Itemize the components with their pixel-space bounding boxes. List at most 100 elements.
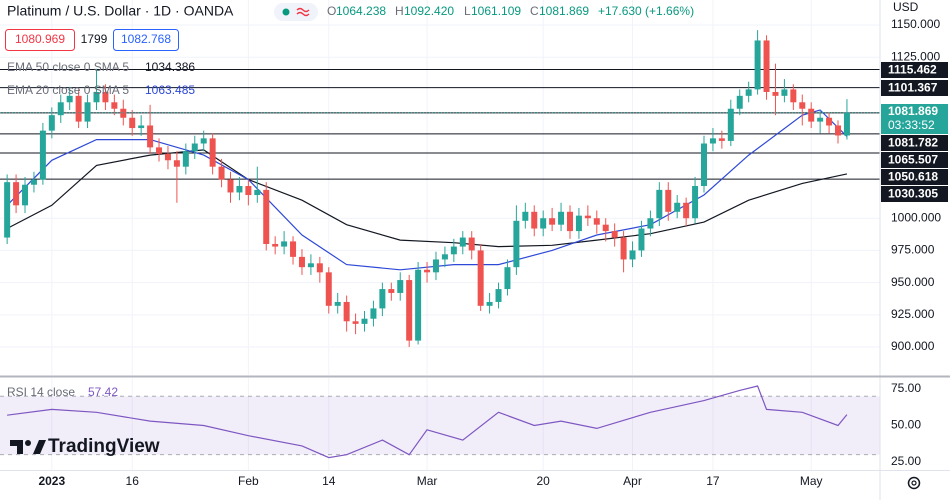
legend-key: H — [395, 4, 404, 18]
candle-body — [602, 224, 609, 232]
candle-body — [173, 160, 180, 167]
legend-value: 1064.238 — [336, 4, 386, 18]
y-tick-label: 900.000 — [891, 339, 935, 353]
candle-body — [236, 186, 243, 193]
candle-body — [147, 125, 154, 148]
brand-logo — [10, 440, 46, 454]
candle-body — [343, 301, 350, 322]
y-tick-label: 950.000 — [891, 275, 935, 289]
level-label: 1115.462 — [888, 63, 937, 77]
rsi-value: 57.42 — [88, 385, 118, 399]
candle-body — [522, 211, 529, 221]
candle-body — [504, 267, 511, 290]
candle-body — [432, 259, 439, 273]
candle-body — [298, 256, 305, 268]
level-label: 1101.367 — [888, 81, 938, 95]
y-tick-label: 1125.000 — [891, 49, 940, 63]
rsi-name: RSI 14 close — [7, 385, 75, 399]
candle-body — [441, 254, 448, 260]
legend-key: L — [464, 4, 471, 18]
spread: 1799 — [81, 32, 108, 46]
candle-body — [424, 269, 431, 273]
x-tick-label: 14 — [322, 474, 336, 488]
last-price-label: 1081.869 — [888, 104, 938, 118]
y-tick-label: 1000.000 — [891, 210, 941, 224]
candle-body — [370, 308, 377, 319]
level-label-box — [881, 152, 948, 168]
candle-body — [701, 143, 707, 187]
x-tick-label: 2023 — [38, 474, 65, 488]
level-label: 1065.507 — [888, 153, 938, 167]
candle-body — [835, 125, 842, 136]
countdown-label: 03:33:52 — [888, 118, 935, 132]
candle-body — [245, 186, 252, 196]
candle-body — [388, 289, 395, 293]
x-tick-label: May — [800, 474, 823, 488]
candle-body — [209, 138, 216, 167]
brand-name: TradingView — [48, 436, 160, 457]
x-tick-label: 16 — [126, 474, 140, 488]
candle-body — [66, 95, 73, 103]
level-label: 1030.305 — [888, 187, 938, 201]
ema-line — [6, 149, 848, 248]
indicator-name: EMA 50 close 0 SMA 5 — [7, 60, 129, 74]
rsi-tick-label: 25.00 — [891, 454, 921, 468]
candle-body — [361, 318, 368, 324]
ask-price: 1082.768 — [121, 32, 171, 46]
candle-body — [254, 189, 261, 196]
candle-body — [647, 218, 654, 229]
candle-body — [307, 263, 314, 268]
candle-body — [129, 117, 136, 129]
candle-body — [325, 272, 332, 306]
candle-body — [200, 138, 207, 144]
y-tick-label: 975.000 — [891, 243, 935, 257]
candle-body — [263, 189, 270, 244]
candle-body — [290, 241, 297, 257]
candle-body — [84, 102, 91, 122]
candle-body — [638, 228, 645, 251]
candle-body — [334, 301, 341, 306]
candle-body — [468, 237, 475, 251]
candle-body — [683, 202, 690, 219]
candle-body — [227, 179, 234, 193]
candle-body — [164, 153, 171, 161]
x-tick-label: Apr — [623, 474, 642, 488]
candle-body — [477, 250, 484, 306]
candle-body — [763, 40, 770, 92]
ask-box[interactable] — [113, 29, 179, 51]
x-tick-label: 20 — [537, 474, 551, 488]
currency-label: USD — [893, 0, 919, 14]
candle-body — [48, 115, 55, 131]
candle-body — [772, 91, 779, 96]
bid-box[interactable] — [5, 29, 75, 51]
settings-icon[interactable] — [907, 476, 921, 490]
candle-body — [558, 211, 565, 225]
header: Platinum / U.S. Dollar · 1D · OANDA O 10… — [5, 0, 921, 490]
candle-body — [629, 250, 636, 260]
candle-body — [540, 218, 547, 229]
candle-body — [566, 211, 573, 232]
candle-body — [709, 138, 716, 144]
y-tick-label: 925.000 — [891, 307, 935, 321]
level-label: 1081.782 — [888, 136, 938, 150]
candle-body — [826, 117, 833, 126]
candle-body — [191, 143, 198, 152]
candle-body — [790, 89, 797, 103]
level-label-box — [881, 135, 948, 151]
candle-body — [611, 231, 618, 238]
candle-body — [352, 321, 359, 324]
candle-body — [450, 246, 457, 255]
candle-body — [531, 211, 538, 229]
candle-body — [575, 215, 582, 232]
candle-body — [754, 40, 761, 90]
legend-value: 1081.869 — [539, 4, 589, 18]
rsi-tick-label: 50.00 — [891, 418, 921, 432]
candle-body — [281, 241, 288, 247]
rsi-pane — [0, 378, 880, 470]
bid-price: 1080.969 — [15, 32, 65, 46]
indicator-value: 1063.485 — [145, 83, 195, 97]
candle-body — [459, 237, 466, 247]
legend-key: C — [530, 4, 539, 18]
x-tick-label: Mar — [417, 474, 438, 488]
